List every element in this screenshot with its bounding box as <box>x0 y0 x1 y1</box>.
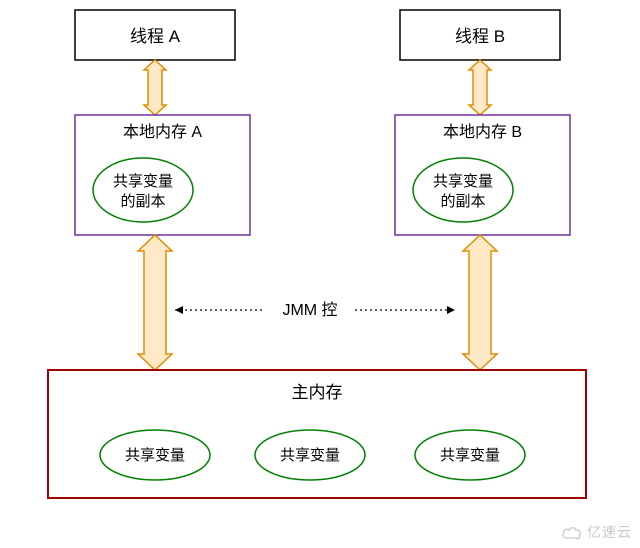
copy-a-ellipse <box>93 158 193 222</box>
jmm-arrow-right-head <box>447 306 455 314</box>
copy-a-label1: 共享变量 <box>113 173 173 190</box>
shared-var-2-label: 共享变量 <box>280 447 340 464</box>
copy-b-label2: 的副本 <box>440 193 485 210</box>
shared-var-1-label: 共享变量 <box>125 447 185 464</box>
thread-b-label: 线程 B <box>455 27 505 46</box>
arrow-thread-a-local <box>144 60 166 115</box>
watermark: 亿速云 <box>561 522 632 542</box>
shared-var-3-label: 共享变量 <box>440 447 500 464</box>
arrow-local-a-main <box>138 235 172 370</box>
jmm-arrow-left-head <box>175 306 183 314</box>
copy-b-ellipse <box>413 158 513 222</box>
copy-a-label2: 的副本 <box>120 193 165 210</box>
local-b-label: 本地内存 B <box>443 123 522 141</box>
arrow-thread-b-local <box>469 60 491 115</box>
local-a-label: 本地内存 A <box>123 123 202 141</box>
diagram-canvas: 线程 A线程 B本地内存 A本地内存 B共享变量的副本共享变量的副本JMM 控主… <box>0 0 640 548</box>
copy-b-label1: 共享变量 <box>433 173 493 190</box>
jmm-label: JMM 控 <box>282 301 337 319</box>
watermark-text: 亿速云 <box>587 524 632 540</box>
cloud-icon <box>561 526 583 540</box>
arrow-local-b-main <box>463 235 497 370</box>
main-memory-label: 主内存 <box>292 383 343 402</box>
thread-a-label: 线程 A <box>130 27 181 46</box>
